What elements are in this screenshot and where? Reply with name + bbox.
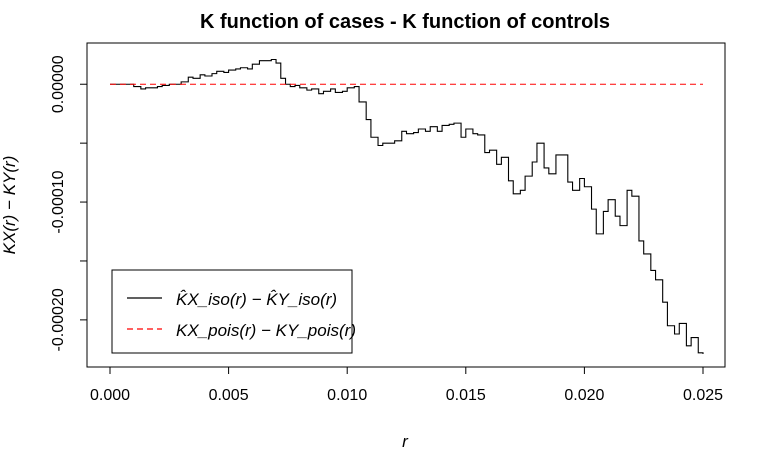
legend-box [111, 269, 353, 354]
legend-entry-iso: K̂X_iso(r) − K̂Y_iso(r) [176, 289, 337, 309]
chart-title: K function of cases - K function of cont… [200, 11, 610, 33]
x-tick-label: 0.020 [564, 387, 604, 404]
y-tick-label: 0.00000 [50, 55, 67, 113]
y-axis: 0.00000 -0.00010 -0.00020 [50, 55, 88, 351]
x-axis: 0.000 0.005 0.010 0.015 0.020 0.025 [90, 366, 723, 404]
legend: K̂X_iso(r) − K̂Y_iso(r) KX_pois(r) − KY_… [111, 269, 356, 354]
y-axis-label: KX(r) − KY(r) [0, 156, 19, 255]
x-tick-label: 0.025 [683, 387, 723, 404]
legend-entry-pois: KX_pois(r) − KY_pois(r) [176, 321, 356, 340]
y-tick-label: -0.00020 [50, 288, 67, 351]
x-axis-label: r [402, 432, 409, 451]
x-tick-label: 0.005 [209, 387, 249, 404]
series-layer [110, 58, 704, 355]
x-tick-label: 0.010 [327, 387, 367, 404]
series-line-iso [110, 58, 704, 355]
x-tick-label: 0.000 [90, 387, 130, 404]
x-tick-label: 0.015 [446, 387, 486, 404]
y-tick-label: -0.00010 [50, 170, 67, 233]
